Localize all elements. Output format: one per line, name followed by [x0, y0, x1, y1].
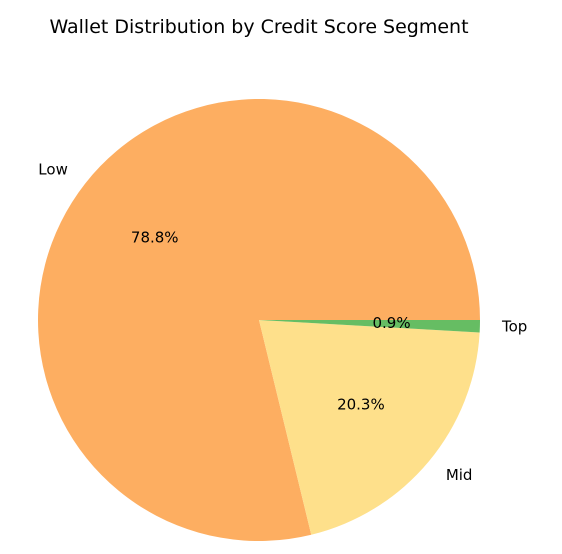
slice-percent-mid: 20.3%: [337, 395, 385, 413]
slice-percent-low: 78.8%: [131, 229, 179, 247]
slice-label-mid: Mid: [446, 466, 473, 484]
pie-slice-low: [38, 98, 480, 542]
pie-labels: Low 78.8% Mid 20.3% Top 0.9%: [38, 160, 527, 484]
pie-slice-mid: [259, 320, 480, 535]
slice-label-low: Low: [38, 160, 68, 178]
chart-title: Wallet Distribution by Credit Score Segm…: [49, 16, 468, 38]
slice-label-top: Top: [501, 317, 527, 335]
pie-slice-top: [259, 320, 480, 333]
slice-percent-top: 0.9%: [372, 314, 410, 332]
pie-slices: [38, 98, 480, 542]
